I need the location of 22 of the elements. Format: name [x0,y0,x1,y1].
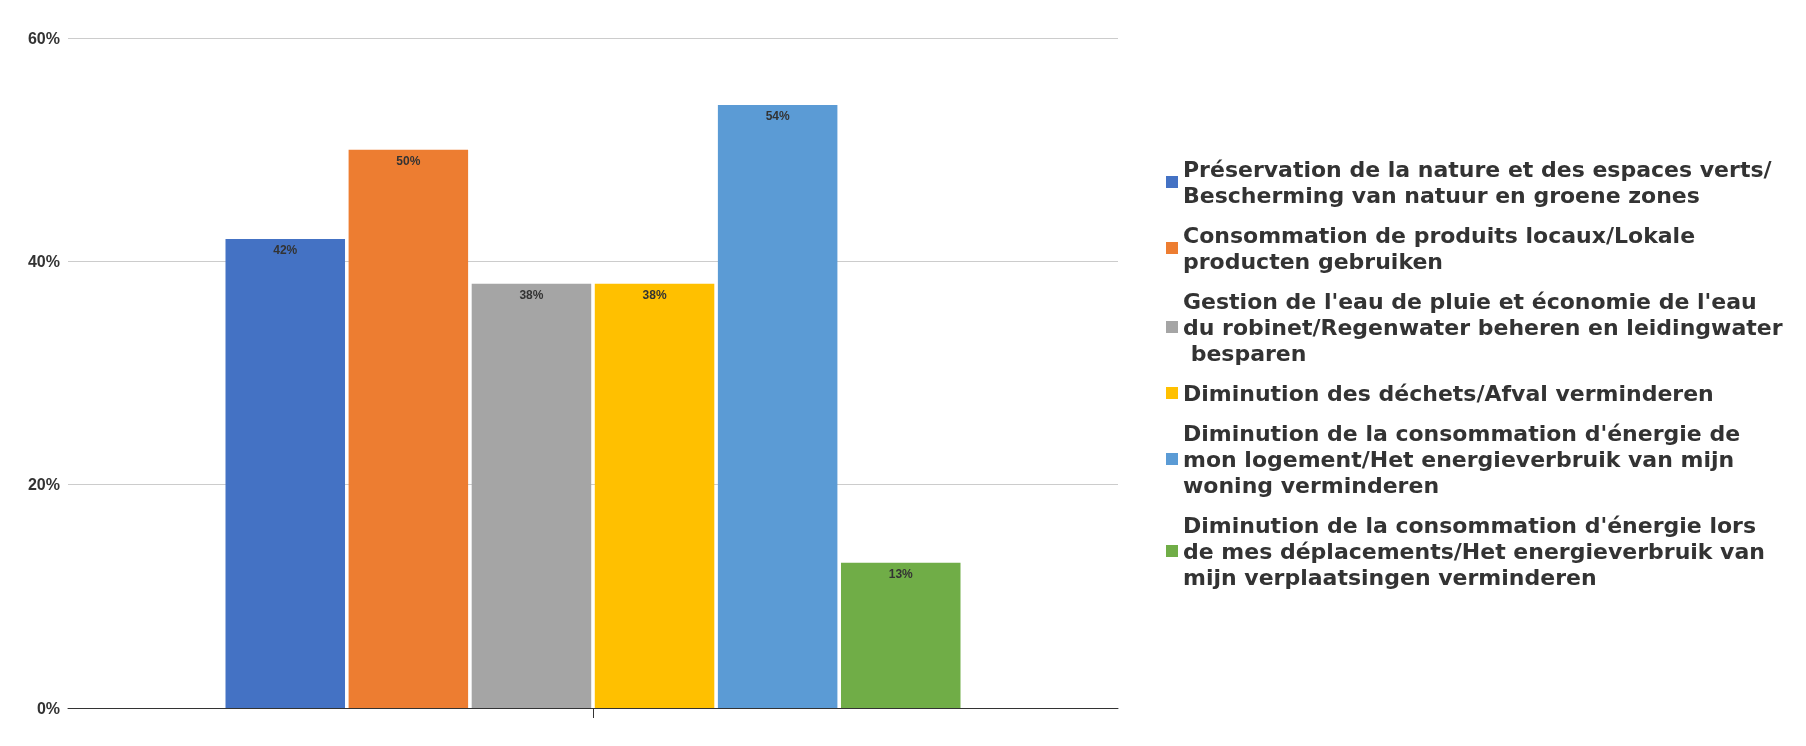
legend-label: Diminution de la consommation d'énergie lors de mes déplacements/Het energieverbruik van mijn verplaatsingen verminderen [1183,512,1773,590]
bar [717,105,838,708]
y-tick-label: 60% [27,29,60,47]
bar [594,283,715,708]
bar [225,239,346,708]
data-label: 38% [642,287,667,302]
y-tick-label: 20% [27,476,60,494]
data-label: 54% [765,109,790,123]
bar [840,562,961,708]
bar [348,149,469,708]
legend-label: Diminution de la consommation d'énergie de mon logement/Het energieverbruik van mijn woning verminderen [1183,420,1748,498]
legend-label: Gestion de l'eau de pluie et économie de l'eau du robinet/Regenwater beheren en leidingwater besparen [1183,288,1783,366]
y-tick-label: 40% [27,252,60,270]
data-label: 38% [519,287,544,302]
data-label: 50% [396,153,421,168]
data-label: 13% [888,566,914,581]
legend-label: Préservation de la nature et des espaces verts/Bescherming van natuur en groene zones [1183,156,1773,208]
legend-label: Diminution des déchets/Afval verminderen [1183,380,1714,406]
bar [471,283,592,708]
legend-label: Consommation de produits locaux/Lokale producten gebruiken [1183,222,1703,274]
y-tick-label: 0% [36,699,60,717]
data-label: 42% [273,243,298,257]
